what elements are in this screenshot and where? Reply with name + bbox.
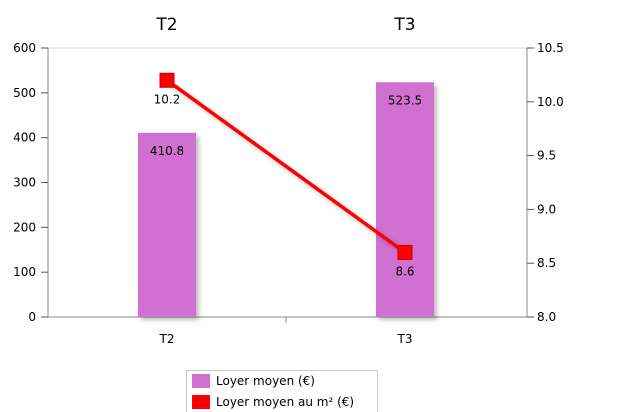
left-tick-label: 200: [13, 220, 36, 234]
category-title: T3: [393, 15, 415, 35]
bar-value-label: 523.5: [388, 93, 422, 107]
x-tick-label: T2: [159, 332, 175, 346]
legend-label: Loyer moyen (€): [216, 374, 315, 388]
right-tick-label: 8.5: [537, 256, 556, 270]
bar: [138, 132, 196, 317]
line-series: [165, 78, 407, 254]
legend-item-loyer-moyen: Loyer moyen (€): [192, 373, 315, 389]
left-tick-label: 100: [13, 265, 36, 279]
left-tick-label: 400: [13, 131, 36, 145]
left-tick-label: 500: [13, 86, 36, 100]
legend-label: Loyer moyen au m² (€): [216, 395, 355, 409]
right-tick-label: 9.0: [537, 202, 556, 216]
right-tick-label: 8.0: [537, 310, 556, 324]
right-tick-label: 10.0: [537, 95, 564, 109]
left-tick-label: 0: [28, 310, 36, 324]
bar: [376, 82, 434, 317]
legend-swatch-line: [192, 395, 210, 409]
line-point: [159, 72, 175, 88]
line-value-label: 8.6: [395, 264, 414, 278]
right-tick-label: 10.5: [537, 41, 564, 55]
chart: 0 100 200 300 400 500 600 8.0 8.5 9.0 9.5 10.0 10.5 T…: [13, 15, 564, 346]
line-value-label: 10.2: [154, 92, 181, 106]
left-tick-label: 600: [13, 41, 36, 55]
left-tick-label: 300: [13, 176, 36, 190]
x-tick-label: T3: [397, 332, 413, 346]
category-title: T2: [155, 15, 177, 35]
right-tick-label: 9.5: [537, 149, 556, 163]
bar-value-label: 410.8: [150, 144, 184, 158]
legend-swatch-bar: [192, 374, 210, 388]
plot-frame: [47, 47, 528, 318]
line-point: [397, 244, 413, 260]
legend-item-loyer-moyen-m2: Loyer moyen au m² (€): [192, 394, 354, 410]
legend: Loyer moyen (€) Loyer moyen au m² (€): [186, 370, 378, 412]
